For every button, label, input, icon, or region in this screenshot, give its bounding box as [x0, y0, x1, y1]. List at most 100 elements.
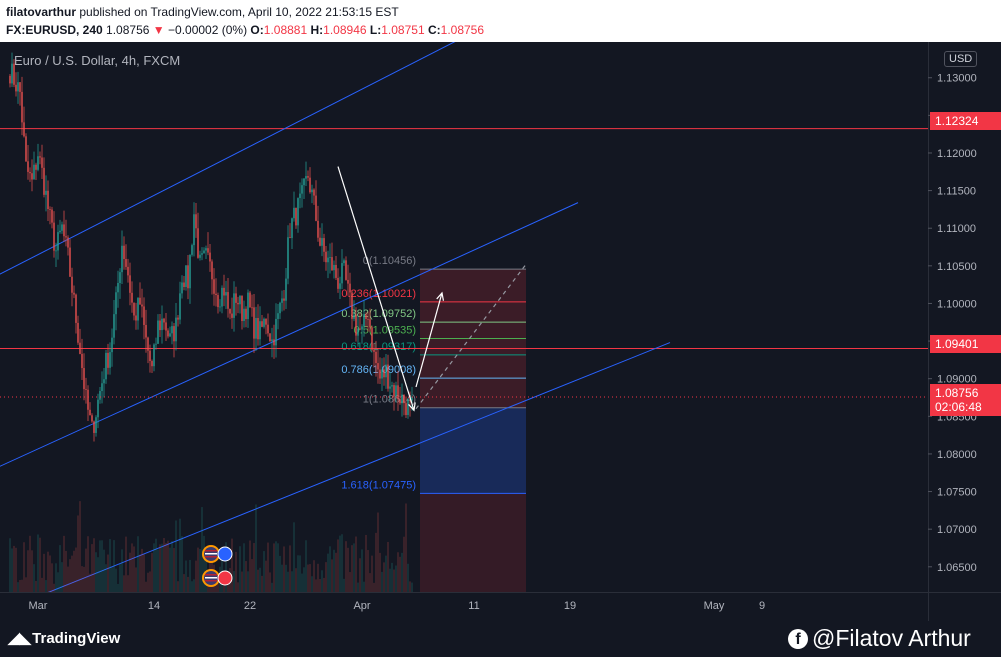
candle-body: [367, 318, 369, 320]
candle-body: [385, 364, 387, 378]
open-label: O:: [250, 23, 264, 37]
candle-body: [275, 318, 277, 346]
candle-body: [237, 302, 239, 305]
candle-body: [127, 266, 129, 276]
candle-body: [41, 157, 43, 168]
fib-level-label: 1.618(1.07475): [341, 479, 416, 491]
candle-body: [297, 198, 299, 226]
y-tick-label: 1.08000: [937, 449, 977, 461]
volume-bar: [361, 549, 363, 592]
candle-body: [123, 245, 125, 259]
volume-bar: [81, 566, 83, 592]
tradingview-logo[interactable]: ◢◣ TradingView: [8, 629, 120, 647]
volume-bar: [307, 564, 309, 592]
candle-body: [223, 287, 225, 296]
candle-body: [349, 283, 351, 293]
candle-body: [315, 195, 317, 221]
candle-body: [77, 322, 79, 343]
x-tick-label: Mar: [29, 600, 48, 612]
plot-area: 0(1.10456)0.236(1.10021)0.382(1.09752)0.…: [0, 42, 928, 592]
candle-body: [33, 164, 35, 180]
candle-body: [277, 313, 279, 319]
volume-bar: [11, 548, 13, 592]
candle-body: [407, 399, 409, 415]
candle-body: [377, 363, 379, 370]
candle-body: [311, 189, 313, 193]
candle-body: [121, 245, 123, 273]
us-event-flag-icon: [202, 569, 233, 587]
candle-body: [305, 176, 307, 179]
candle-body: [365, 314, 367, 319]
volume-bar: [65, 550, 67, 592]
candle-body: [35, 164, 37, 170]
candle-body: [139, 297, 141, 305]
volume-bar: [17, 582, 19, 592]
candle-body: [355, 314, 357, 336]
candle-body: [319, 237, 321, 246]
volume-bar: [293, 522, 295, 592]
volume-bar: [33, 564, 35, 592]
candle-body: [201, 253, 203, 255]
candle-body: [17, 82, 19, 92]
candle-body: [273, 339, 275, 346]
candle-body: [405, 403, 407, 415]
volume-bar: [395, 565, 397, 592]
candle-body: [151, 361, 153, 367]
high-label: H:: [310, 23, 324, 37]
projection-arrow: [415, 292, 443, 388]
volume-bar: [383, 562, 385, 592]
volume-bar: [375, 532, 377, 592]
trend-arrow-head: [408, 402, 416, 412]
x-tick-label: May: [704, 600, 725, 612]
volume-bar: [261, 575, 263, 592]
volume-bar: [235, 551, 237, 592]
candle-body: [289, 237, 291, 239]
y-tick-label: 1.09000: [937, 374, 977, 386]
volume-bar: [139, 554, 141, 592]
x-tick-label: 11: [468, 600, 479, 612]
candle-body: [233, 293, 235, 318]
candle-body: [115, 292, 117, 315]
candle-body: [387, 364, 389, 389]
author-credit-text: @Filatov Arthur: [812, 625, 971, 651]
candle-body: [49, 208, 51, 210]
volume-bar: [37, 534, 39, 592]
candle-body: [325, 251, 327, 263]
volume-bar: [89, 573, 91, 592]
facebook-icon: f: [788, 629, 808, 649]
volume-bar: [13, 545, 15, 592]
candle-body: [71, 276, 73, 293]
price-chart[interactable]: 1.065001.070001.075001.080001.085001.090…: [0, 42, 1001, 621]
volume-bar: [143, 554, 145, 592]
candle-body: [173, 326, 175, 342]
low-label: L:: [369, 23, 382, 37]
candle-body: [185, 265, 187, 287]
volume-bar: [195, 560, 197, 592]
volume-bar: [145, 581, 147, 592]
flag-stripe-icon: [205, 577, 217, 579]
author-name[interactable]: filatovarthur: [6, 5, 77, 19]
fib-level-label: 0.618(1.09317): [341, 341, 416, 353]
candle-body: [329, 257, 331, 258]
candle-body: [131, 292, 133, 303]
candle-body: [149, 350, 151, 362]
candle-body: [85, 389, 87, 390]
candle-body: [183, 282, 185, 287]
currency-label[interactable]: USD: [944, 51, 978, 67]
volume-bar: [301, 573, 303, 592]
publish-header: filatovarthur published on TradingView.c…: [0, 0, 1001, 42]
volume-bar: [53, 583, 55, 592]
candle-body: [179, 293, 181, 320]
candle-body: [51, 209, 53, 223]
volume-bar: [279, 555, 281, 592]
projection-dashed-line: [415, 263, 527, 410]
volume-bar: [299, 555, 301, 592]
volume-bar: [123, 575, 125, 592]
volume-bar: [217, 580, 219, 592]
candle-body: [189, 254, 191, 289]
candle-body: [383, 369, 385, 378]
volume-bar: [125, 536, 127, 592]
volume-bar: [147, 572, 149, 592]
volume-bar: [117, 583, 119, 592]
candle-body: [351, 292, 353, 319]
